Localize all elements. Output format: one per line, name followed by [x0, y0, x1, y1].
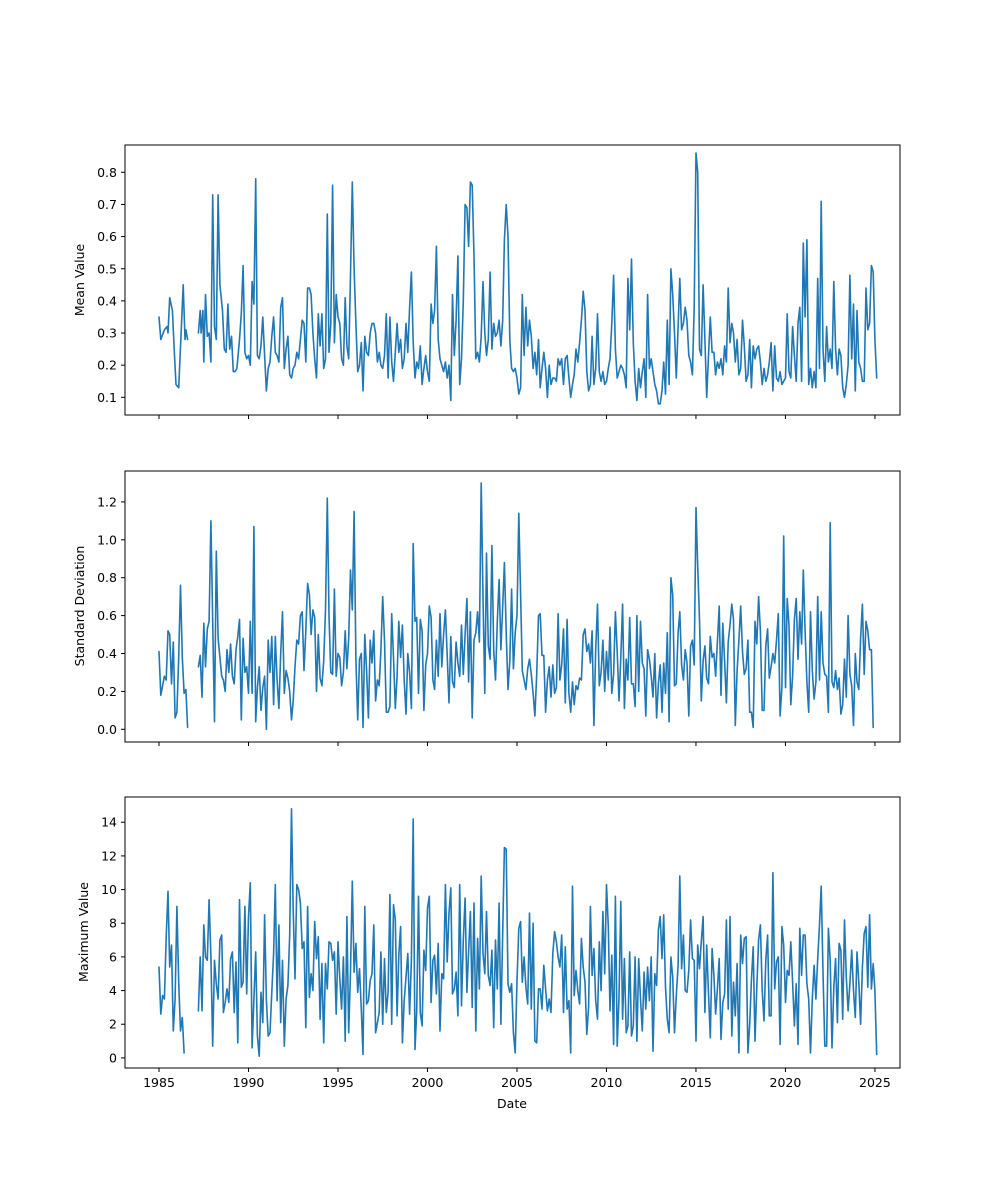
- panel-mean-value: 0.1 0.2 0.3 0.4 0.5 0.6 0.7 0.8 Mean Value: [72, 144, 901, 419]
- series-line-max-segment-2: [197, 808, 878, 1057]
- y-tick-label-mean: 0.8: [97, 165, 117, 180]
- y-axis-label-std: Standard Deviation: [72, 546, 87, 667]
- x-axis-label: Date: [497, 1096, 527, 1111]
- axes-frame-max: [124, 796, 901, 1069]
- x-ticks-max: 1985 1990 1995 2000 2005 2010 2015 2020 2025: [143, 1068, 891, 1090]
- panel-standard-deviation: 0.0 0.2 0.4 0.6 0.8 1.0 1.2 Standard Deviation: [72, 470, 901, 746]
- panel-maximum-value: 0 2 4 6 8 10 12 14 1985 1990 1995 2000 2005 2010 2015…: [76, 796, 901, 1090]
- y-tick-label-mean: 0.2: [97, 358, 117, 373]
- y-tick-label-max: 2: [109, 1017, 117, 1032]
- x-tick-label: 2000: [412, 1075, 444, 1090]
- y-tick-label-mean: 0.6: [97, 229, 117, 244]
- x-ticks-std: [158, 742, 876, 746]
- x-tick-label: 1985: [143, 1075, 175, 1090]
- y-tick-label-max: 4: [109, 983, 117, 998]
- y-axis-label-mean: Mean Value: [72, 244, 87, 317]
- series-line-mean-segment-1: [158, 284, 189, 389]
- y-axis-label-max: Maximum Value: [76, 882, 91, 982]
- y-tick-label-std: 0.8: [97, 570, 117, 585]
- x-tick-label: 2025: [859, 1075, 891, 1090]
- y-tick-label-max: 8: [109, 916, 117, 931]
- y-tick-label-mean: 0.7: [97, 197, 117, 212]
- series-line-std-segment-2: [197, 482, 874, 731]
- y-ticks-std: 0.0 0.2 0.4 0.6 0.8 1.0 1.2: [97, 494, 125, 737]
- y-tick-label-std: 1.0: [97, 532, 117, 547]
- x-tick-label: 1990: [233, 1075, 265, 1090]
- y-tick-label-mean: 0.1: [97, 390, 117, 405]
- y-tick-label-std: 0.4: [97, 646, 117, 661]
- series-line-std-segment-1: [158, 584, 189, 729]
- series-line-mean-segment-2: [197, 152, 878, 405]
- y-tick-label-mean: 0.5: [97, 261, 117, 276]
- y-tick-label-std: 0.2: [97, 684, 117, 699]
- y-tick-label-mean: 0.3: [97, 326, 117, 341]
- y-tick-label-std: 1.2: [97, 494, 117, 509]
- y-tick-label-max: 14: [101, 815, 117, 830]
- plot-area-max: [158, 808, 878, 1057]
- x-tick-label: 2005: [501, 1075, 533, 1090]
- plot-area-std: [158, 482, 874, 731]
- y-tick-label-max: 10: [101, 882, 117, 897]
- axes-frame-std: [124, 470, 901, 743]
- y-tick-label-mean: 0.4: [97, 293, 117, 308]
- x-ticks-mean: [158, 415, 876, 419]
- x-tick-label: 2020: [770, 1075, 802, 1090]
- y-ticks-mean: 0.1 0.2 0.3 0.4 0.5 0.6 0.7 0.8: [97, 165, 125, 405]
- y-tick-label-max: 0: [109, 1050, 117, 1065]
- y-tick-label-max: 12: [101, 848, 117, 863]
- y-tick-label-std: 0.6: [97, 608, 117, 623]
- x-tick-label: 2010: [591, 1075, 623, 1090]
- axes-frame-mean: [124, 144, 901, 416]
- plot-area-mean: [158, 152, 878, 405]
- y-tick-label-std: 0.0: [97, 722, 117, 737]
- y-ticks-max: 0 2 4 6 8 10 12 14: [101, 815, 125, 1065]
- x-tick-label: 1995: [322, 1075, 354, 1090]
- series-line-max-segment-1: [158, 890, 185, 1054]
- x-tick-label: 2015: [680, 1075, 712, 1090]
- y-tick-label-max: 6: [109, 949, 117, 964]
